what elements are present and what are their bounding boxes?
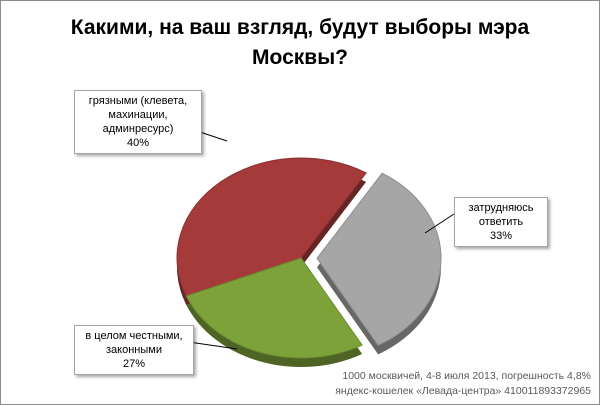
source-note: 1000 москвичей, 4-8 июля 2013, погрешнос… — [335, 369, 591, 399]
source-note-line-1: 1000 москвичей, 4-8 июля 2013, погрешнос… — [342, 370, 591, 382]
leader-line-undecided — [424, 213, 455, 234]
callout-dirty-value: 40% — [126, 137, 150, 149]
callout-undecided: затрудняюсь ответить 33% — [454, 197, 548, 247]
source-note-line-2: яндекс-кошелек «Левада-центра» 410011893… — [335, 385, 591, 397]
pie-slice-undecided — [316, 172, 442, 346]
callout-dirty-line-3: админресурс) — [102, 123, 174, 135]
callout-fair: в целом честными, законными 27% — [74, 325, 194, 375]
callout-dirty-line-2: махинации, — [108, 109, 168, 121]
callout-dirty: грязными (клевета, махинации, админресур… — [74, 90, 202, 154]
callout-fair-value: 27% — [122, 358, 146, 370]
callout-dirty-line-1: грязными (клевета, — [88, 95, 188, 107]
chart-title: Какими, на ваш взгляд, будут выборы мэра… — [1, 13, 599, 73]
callout-undecided-line-2: ответить — [478, 216, 524, 228]
callout-undecided-line-1: затрудняюсь — [468, 202, 534, 214]
callout-undecided-value: 33% — [489, 230, 513, 242]
pie-slice-fair — [185, 257, 363, 359]
chart-title-line-1: Какими, на ваш взгляд, будут выборы мэра — [70, 16, 530, 39]
chart-title-line-2: Москвы? — [252, 46, 348, 69]
pie-slice-dirty — [176, 157, 367, 297]
callout-fair-line-1: в целом честными, — [85, 330, 183, 342]
callout-fair-line-2: законными — [106, 344, 162, 356]
